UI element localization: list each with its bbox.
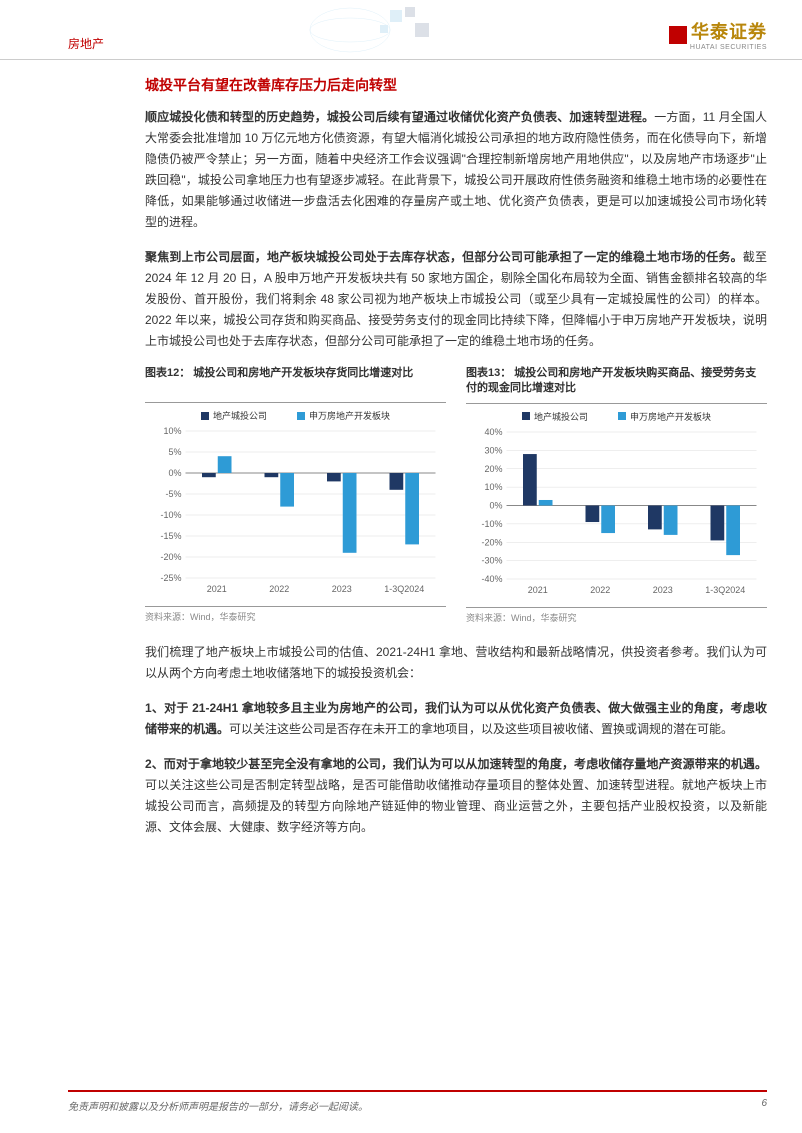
page-footer: 免责声明和披露以及分析师声明是报告的一部分，请务必一起阅读。 6 bbox=[68, 1090, 767, 1113]
svg-text:2023: 2023 bbox=[332, 584, 352, 594]
chart-12-legend: 地产城投公司 申万房地产开发板块 bbox=[145, 409, 446, 422]
paragraph-3: 我们梳理了地产板块上市城投公司的估值、2021-24H1 拿地、营收结构和最新战… bbox=[145, 642, 767, 684]
legend-item: 申万房地产开发板块 bbox=[297, 409, 390, 422]
para4-rest: 可以关注这些公司是否存在未开工的拿地项目，以及这些项目被收储、置换或调规的潜在可… bbox=[229, 722, 733, 736]
svg-text:-10%: -10% bbox=[481, 519, 502, 529]
page-number: 6 bbox=[761, 1098, 767, 1113]
svg-text:0%: 0% bbox=[489, 500, 502, 510]
chart-12-svg: -25% -20% -15% -10% -5% 0% 5% 10% 2021 2022 2023 1-… bbox=[145, 426, 446, 596]
chart-12-area: 地产城投公司 申万房地产开发板块 -25% -20% -15% -10% -5% 0% 5%… bbox=[145, 402, 446, 602]
svg-text:2022: 2022 bbox=[269, 584, 289, 594]
chart-13-source: 资料来源：Wind，华泰研究 bbox=[466, 607, 767, 624]
lower-content: 我们梳理了地产板块上市城投公司的估值、2021-24H1 拿地、营收结构和最新战… bbox=[145, 642, 767, 838]
legend-swatch bbox=[297, 412, 305, 420]
chart-13-block: 图表13： 城投公司和房地产开发板块购买商品、接受劳务支付的现金同比增速对比 地… bbox=[466, 366, 767, 624]
svg-text:2021: 2021 bbox=[528, 585, 548, 595]
header-category: 房地产 bbox=[68, 35, 104, 52]
paragraph-4: 1、对于 21-24H1 拿地较多且主业为房地产的公司，我们认为可以从优化资产负… bbox=[145, 698, 767, 740]
header-decoration bbox=[280, 5, 480, 55]
legend-label: 申万房地产开发板块 bbox=[630, 410, 711, 423]
svg-text:-40%: -40% bbox=[481, 574, 502, 584]
svg-text:0%: 0% bbox=[168, 468, 181, 478]
svg-text:5%: 5% bbox=[168, 447, 181, 457]
svg-text:10%: 10% bbox=[163, 426, 181, 436]
legend-label: 申万房地产开发板块 bbox=[309, 409, 390, 422]
paragraph-1: 顺应城投化债和转型的历史趋势，城投公司后续有望通过收储优化资产负债表、加速转型进… bbox=[145, 107, 767, 233]
chart-12-title: 图表12： 城投公司和房地产开发板块存货同比增速对比 bbox=[145, 366, 446, 396]
svg-text:2023: 2023 bbox=[653, 585, 673, 595]
chart-13-legend: 地产城投公司 申万房地产开发板块 bbox=[466, 410, 767, 423]
logo-text-en: HUATAI SECURITIES bbox=[669, 44, 767, 51]
paragraph-2: 聚焦到上市公司层面，地产板块城投公司处于去库存状态，但部分公司可能承担了一定的维… bbox=[145, 247, 767, 352]
para5-rest: 可以关注这些公司是否制定转型战略，是否可能借助收储推动存量项目的整体处置、加速转… bbox=[145, 778, 767, 834]
svg-text:1-3Q2024: 1-3Q2024 bbox=[384, 584, 424, 594]
para5-bold: 2、而对于拿地较少甚至完全没有拿地的公司，我们认为可以从加速转型的角度，考虑收储… bbox=[145, 757, 767, 771]
para1-bold: 顺应城投化债和转型的历史趋势，城投公司后续有望通过收储优化资产负债表、加速转型进… bbox=[145, 110, 654, 124]
paragraph-5: 2、而对于拿地较少甚至完全没有拿地的公司，我们认为可以从加速转型的角度，考虑收储… bbox=[145, 754, 767, 838]
section-title: 城投平台有望在改善库存压力后走向转型 bbox=[145, 75, 767, 95]
svg-text:2021: 2021 bbox=[207, 584, 227, 594]
svg-text:2022: 2022 bbox=[590, 585, 610, 595]
company-logo: 华泰证券 HUATAI SECURITIES bbox=[669, 18, 767, 51]
logo-text-cn: 华泰证券 bbox=[691, 22, 767, 42]
svg-text:-20%: -20% bbox=[481, 537, 502, 547]
svg-text:-30%: -30% bbox=[481, 555, 502, 565]
svg-text:40%: 40% bbox=[484, 427, 502, 437]
legend-swatch bbox=[618, 412, 626, 420]
legend-item: 地产城投公司 bbox=[522, 410, 588, 423]
svg-text:10%: 10% bbox=[484, 482, 502, 492]
footer-disclaimer: 免责声明和披露以及分析师声明是报告的一部分，请务必一起阅读。 bbox=[68, 1098, 368, 1113]
svg-text:-20%: -20% bbox=[160, 552, 181, 562]
legend-item: 申万房地产开发板块 bbox=[618, 410, 711, 423]
legend-swatch bbox=[201, 412, 209, 420]
legend-item: 地产城投公司 bbox=[201, 409, 267, 422]
chart-13-svg: -40% -30% -20% -10% 0% 10% 20% 30% 40% 2021 2022 20… bbox=[466, 427, 767, 597]
logo-icon bbox=[669, 26, 687, 44]
legend-swatch bbox=[522, 412, 530, 420]
chart-13-title: 图表13： 城投公司和房地产开发板块购买商品、接受劳务支付的现金同比增速对比 bbox=[466, 366, 767, 397]
charts-row: 图表12： 城投公司和房地产开发板块存货同比增速对比 地产城投公司 申万房地产开… bbox=[145, 366, 767, 624]
svg-text:1-3Q2024: 1-3Q2024 bbox=[705, 585, 745, 595]
para2-rest: 截至 2024 年 12 月 20 日，A 股申万地产开发板块共有 50 家地方… bbox=[145, 250, 767, 348]
svg-text:30%: 30% bbox=[484, 445, 502, 455]
legend-label: 地产城投公司 bbox=[534, 410, 588, 423]
svg-text:-15%: -15% bbox=[160, 531, 181, 541]
svg-text:-25%: -25% bbox=[160, 573, 181, 583]
page-header: 房地产 华泰证券 HUATAI SECURITIES bbox=[0, 0, 802, 60]
chart-12-source: 资料来源：Wind，华泰研究 bbox=[145, 606, 446, 623]
chart-13-area: 地产城投公司 申万房地产开发板块 -40% -30% -20% -10% 0% 10% 20… bbox=[466, 403, 767, 603]
main-content: 城投平台有望在改善库存压力后走向转型 顺应城投化债和转型的历史趋势，城投公司后续… bbox=[145, 75, 767, 852]
legend-label: 地产城投公司 bbox=[213, 409, 267, 422]
para1-rest: 一方面，11 月全国人大常委会批准增加 10 万亿元地方化债资源，有望大幅消化城… bbox=[145, 110, 767, 229]
svg-text:20%: 20% bbox=[484, 464, 502, 474]
svg-text:-10%: -10% bbox=[160, 510, 181, 520]
para2-bold: 聚焦到上市公司层面，地产板块城投公司处于去库存状态，但部分公司可能承担了一定的维… bbox=[145, 250, 743, 264]
svg-text:-5%: -5% bbox=[165, 489, 181, 499]
chart-12-block: 图表12： 城投公司和房地产开发板块存货同比增速对比 地产城投公司 申万房地产开… bbox=[145, 366, 446, 624]
